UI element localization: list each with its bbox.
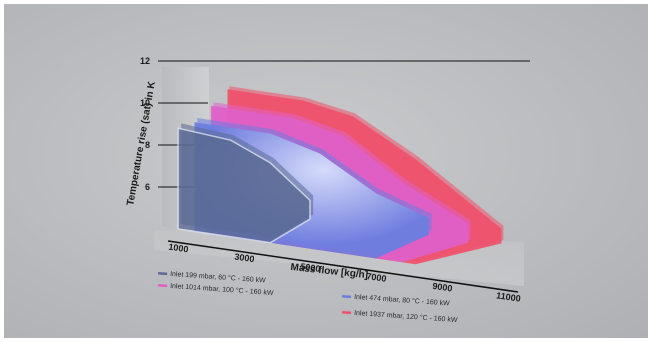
series-3 [177, 123, 314, 244]
legend-swatch [342, 311, 352, 315]
x-tick-label: 1000 [168, 242, 189, 255]
series-area [177, 127, 311, 244]
x-tick-label: 5000 [300, 261, 321, 274]
legend-label: Inlet 199 mbar, 60 °C - 160 kW [170, 270, 267, 285]
y-tick-label: 12 [140, 56, 150, 66]
y-tick-label: 6 [145, 182, 150, 192]
legend-label: Inlet 474 mbar, 80 °C - 160 kW [354, 293, 451, 308]
y-tick-label: 8 [145, 140, 150, 150]
legend-item: Inlet 474 mbar, 80 °C - 160 kW [342, 293, 451, 308]
legend-item: Inlet 1937 mbar, 120 °C - 160 kW [342, 309, 458, 324]
x-tick-label: 3000 [234, 251, 255, 264]
legend-label: Inlet 1014 mbar, 100 °C - 160 kW [170, 282, 274, 297]
x-tick-label: 7000 [366, 271, 387, 284]
legend-swatch [158, 284, 168, 288]
x-tick-label: 9000 [432, 281, 453, 294]
legend-swatch [158, 272, 168, 276]
legend-swatch [342, 295, 352, 299]
chart-panel: 6 8 10 12 1000 3000 5000 7000 9000 11000 Temperatu… [4, 4, 648, 338]
grid-stub [4, 4, 498, 32]
x-tick-label: 11000 [496, 290, 522, 303]
legend-label: Inlet 1937 mbar, 120 °C - 160 kW [354, 309, 458, 324]
x-axis-line [167, 240, 519, 293]
y-tick-label: 10 [140, 98, 150, 108]
grid-stub [4, 4, 498, 74]
chart-svg: 6810121000300050007000900011000Temperatu… [4, 4, 530, 324]
